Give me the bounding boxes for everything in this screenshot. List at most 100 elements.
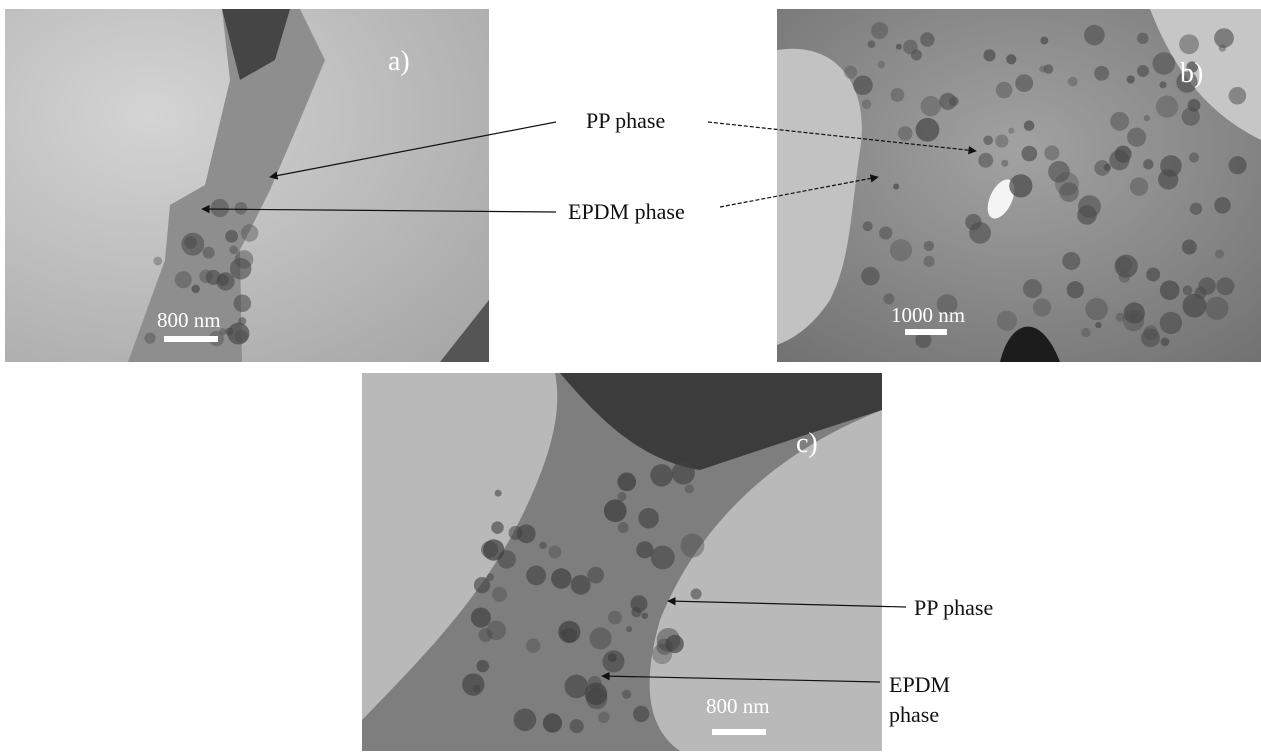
particle xyxy=(853,75,873,95)
particle xyxy=(969,222,991,244)
particle xyxy=(227,323,249,345)
particle xyxy=(1130,177,1148,195)
particle xyxy=(1116,256,1133,273)
particle xyxy=(565,675,589,699)
scale-bar-label: 1000 nm xyxy=(891,303,965,327)
particle xyxy=(861,267,880,286)
particle xyxy=(983,49,995,61)
particle xyxy=(1068,77,1078,87)
particle xyxy=(1123,310,1144,331)
particle xyxy=(890,88,904,102)
particle xyxy=(685,484,694,493)
particle xyxy=(175,271,192,288)
particle xyxy=(1182,240,1197,255)
particle xyxy=(1024,120,1035,131)
particle xyxy=(862,99,872,109)
particle xyxy=(1158,169,1178,189)
particle xyxy=(1229,87,1247,105)
particle xyxy=(844,66,857,79)
particle xyxy=(879,226,892,239)
particle xyxy=(551,568,571,588)
particle xyxy=(1137,33,1148,44)
particle xyxy=(1084,25,1105,46)
particle xyxy=(191,285,199,293)
panel-label: b) xyxy=(1180,58,1203,89)
scale-bar xyxy=(164,336,218,342)
particle xyxy=(608,653,617,662)
particle xyxy=(1137,65,1149,77)
particle xyxy=(1156,95,1178,117)
particle xyxy=(1160,280,1180,300)
particle xyxy=(1008,128,1014,134)
particle xyxy=(598,712,610,724)
particle xyxy=(548,545,561,558)
particle xyxy=(585,683,607,705)
particle xyxy=(920,32,934,46)
particle xyxy=(1153,52,1176,75)
particle xyxy=(997,310,1017,330)
figure: a) b) c) 800 nm 1000 nm 800 nm PP phase … xyxy=(0,0,1261,751)
particle xyxy=(666,635,684,653)
particle xyxy=(1006,54,1016,64)
particle xyxy=(184,236,197,249)
particle xyxy=(491,521,504,534)
particle xyxy=(514,708,537,731)
particle xyxy=(153,257,162,266)
particle xyxy=(492,587,507,602)
particle xyxy=(1039,65,1046,72)
particle xyxy=(1009,174,1032,197)
particle xyxy=(1195,287,1207,299)
particle xyxy=(211,199,229,217)
particle xyxy=(481,541,498,558)
particle xyxy=(543,713,562,732)
particle xyxy=(478,628,492,642)
particle xyxy=(651,546,675,570)
particle xyxy=(1144,115,1150,121)
particle xyxy=(526,565,546,585)
particle xyxy=(617,492,626,501)
particle xyxy=(495,490,502,497)
particle xyxy=(1160,312,1182,334)
particle xyxy=(893,184,899,190)
annotation: phase xyxy=(889,702,939,727)
particle xyxy=(1048,161,1070,183)
particle xyxy=(890,239,912,261)
particle xyxy=(1015,74,1033,92)
particle xyxy=(471,608,491,628)
particle xyxy=(916,118,940,142)
particle xyxy=(618,522,629,533)
particle xyxy=(539,542,546,549)
particle xyxy=(863,221,873,231)
particle xyxy=(1215,249,1224,258)
particle xyxy=(1214,197,1231,214)
particle xyxy=(1085,298,1108,321)
particle xyxy=(206,270,221,285)
particle xyxy=(681,534,705,558)
particle xyxy=(996,82,1013,99)
particle xyxy=(1115,146,1132,163)
particle xyxy=(234,294,252,312)
particle xyxy=(608,611,622,625)
particle xyxy=(1190,203,1202,215)
particle xyxy=(622,690,631,699)
particle xyxy=(1205,297,1228,320)
particle xyxy=(630,595,647,612)
particle xyxy=(1077,205,1097,225)
particle xyxy=(517,524,536,543)
particle xyxy=(1179,34,1199,54)
particle xyxy=(229,245,238,254)
particle xyxy=(1044,145,1059,160)
particle xyxy=(1040,36,1048,44)
particle xyxy=(983,135,993,145)
annotation: PP phase xyxy=(914,595,993,620)
particle xyxy=(1161,337,1170,346)
particle xyxy=(1143,159,1153,169)
scale-bar-label: 800 nm xyxy=(706,694,770,718)
particle xyxy=(571,575,591,595)
particle xyxy=(1141,328,1160,347)
particle xyxy=(898,126,913,141)
particle xyxy=(570,719,584,733)
particle xyxy=(633,706,649,722)
particle xyxy=(203,247,215,259)
particle xyxy=(476,660,489,673)
